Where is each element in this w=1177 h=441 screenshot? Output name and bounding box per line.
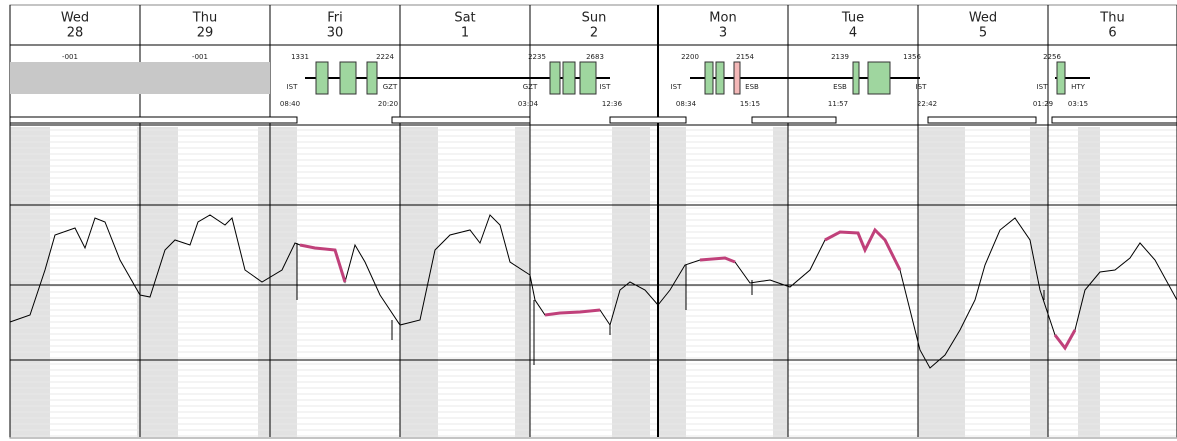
curve-highlight <box>544 308 601 317</box>
day-name: Thu <box>1099 11 1124 26</box>
duty-label: 2139 <box>831 53 849 61</box>
duty-label: IST <box>1037 83 1049 91</box>
duty-label: 03:15 <box>1068 100 1088 108</box>
duty-label: HTY <box>1071 83 1086 91</box>
duty-label: 20:20 <box>378 100 398 108</box>
standby-block <box>10 62 270 94</box>
duty-label: 11:57 <box>828 100 848 108</box>
duty-label: 2235 <box>528 53 546 61</box>
flight-block <box>579 61 597 95</box>
day-name: Thu <box>192 11 217 26</box>
duty-label: 08:34 <box>676 100 697 108</box>
day-date: 3 <box>719 26 727 41</box>
day-name: Wed <box>61 11 89 26</box>
flight-block <box>867 61 891 95</box>
rest-period <box>751 116 837 124</box>
night-band <box>658 127 686 437</box>
rest-period <box>9 116 298 124</box>
day-date: 4 <box>849 26 857 41</box>
duty-label: GZT <box>523 83 538 91</box>
night-band <box>258 127 297 437</box>
rest-period <box>391 116 531 124</box>
duty-label: 2200 <box>681 53 699 61</box>
day-name: Sat <box>454 11 475 26</box>
duty-label: ESB <box>745 83 759 91</box>
alertness-curve <box>9 214 1177 369</box>
duty-label: 1356 <box>903 53 921 61</box>
duty-label: -001 <box>62 53 78 61</box>
duty-label: -001 <box>192 53 208 61</box>
duty-label: IST <box>671 83 683 91</box>
duty-label: 01:29 <box>1033 100 1053 108</box>
day-date: 2 <box>590 26 598 41</box>
duty-label: 2683 <box>586 53 604 61</box>
night-band <box>515 127 530 437</box>
day-date: 5 <box>979 26 987 41</box>
flight-block <box>715 61 725 95</box>
duty-label: 1331 <box>291 53 309 61</box>
curve-highlight <box>824 227 902 271</box>
day-date: 1 <box>461 26 469 41</box>
night-band <box>1030 127 1048 437</box>
rest-period <box>1051 116 1177 124</box>
grid <box>9 5 1177 437</box>
flight-block <box>315 61 329 95</box>
duty-label: 03:04 <box>518 100 539 108</box>
flight-block <box>852 61 860 95</box>
duty-label: IST <box>600 83 612 91</box>
duty-label: 12:36 <box>602 100 623 108</box>
curve-highlight <box>1053 329 1077 351</box>
day-name: Mon <box>709 11 736 26</box>
labels: Wed28Thu29Fri30Sat1Sun2Mon3Tue4Wed5Thu6-… <box>61 11 1125 109</box>
night-band <box>918 127 965 437</box>
duties <box>9 61 1177 124</box>
duty-label: ESB <box>833 83 847 91</box>
duty-label: IST <box>287 83 299 91</box>
duty-label: 15:15 <box>740 100 760 108</box>
flight-block <box>339 61 357 95</box>
night-band <box>10 127 50 437</box>
duty-label: 22:42 <box>917 100 937 108</box>
day-date: 29 <box>197 26 214 41</box>
duty-label: 2154 <box>736 53 754 61</box>
duty-label: IST <box>916 83 928 91</box>
flight-block <box>549 61 561 95</box>
day-name: Sun <box>582 11 607 26</box>
flight-block <box>1056 61 1066 95</box>
day-name: Fri <box>327 11 343 26</box>
rest-period <box>609 116 687 124</box>
night-band <box>400 127 438 437</box>
day-date: 30 <box>327 26 344 41</box>
day-name: Wed <box>969 11 997 26</box>
rest-period <box>927 116 1037 124</box>
day-date: 28 <box>67 26 84 41</box>
flight-block <box>562 61 576 95</box>
duty-label: 08:40 <box>280 100 300 108</box>
flight-block <box>366 61 378 95</box>
day-date: 6 <box>1108 26 1116 41</box>
curve-highlight <box>699 256 736 264</box>
flight-block <box>733 61 741 95</box>
duty-label: 2256 <box>1043 53 1061 61</box>
night-band <box>137 127 178 437</box>
duty-label: 2224 <box>376 53 394 61</box>
curve-highlight <box>299 243 347 283</box>
night-band <box>1078 127 1100 437</box>
flight-block <box>704 61 714 95</box>
day-name: Tue <box>841 11 864 26</box>
duty-label: GZT <box>383 83 398 91</box>
